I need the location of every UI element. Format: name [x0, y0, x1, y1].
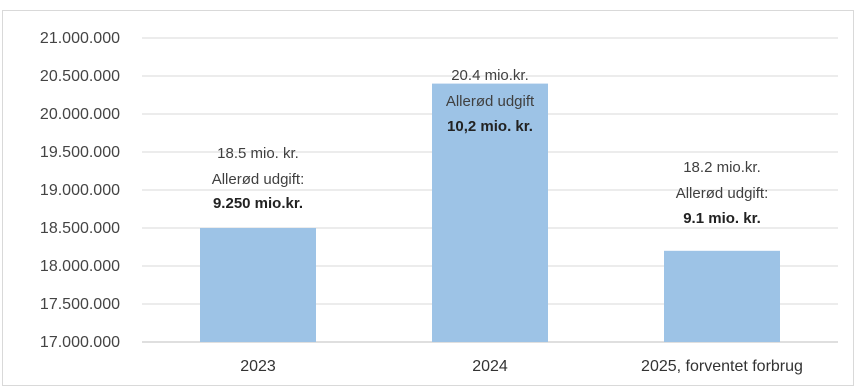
- x-category-label: 2023: [240, 358, 276, 375]
- annotations: 18.5 mio. kr. Allerød udgift: 9.250 mio.kr…: [212, 67, 769, 227]
- y-tick-label: 20.500.000: [40, 68, 120, 85]
- annotation-caption: Allerød udgift: [446, 93, 535, 110]
- annotation-total: 20.4 mio.kr.: [451, 67, 529, 84]
- annotation-caption: Allerød udgift:: [212, 171, 305, 188]
- annotation-caption: Allerød udgift:: [676, 185, 769, 202]
- annotation-amount: 9.250 mio.kr.: [213, 195, 303, 212]
- bar-annotation: 18.2 mio.kr. Allerød udgift: 9.1 mio. kr.: [676, 159, 769, 227]
- y-tick-label: 17.000.000: [40, 334, 120, 351]
- y-tick-label: 17.500.000: [40, 296, 120, 313]
- y-tick-label: 19.500.000: [40, 144, 120, 161]
- y-axis: 17.000.000 17.500.000 18.000.000 18.500.000…: [40, 30, 120, 351]
- y-tick-label: 21.000.000: [40, 30, 120, 47]
- bar-2023: [200, 228, 316, 342]
- y-tick-label: 20.000.000: [40, 106, 120, 123]
- x-category-label: 2024: [472, 358, 508, 375]
- x-axis: 2023 2024 2025, forventet forbrug: [240, 358, 803, 375]
- annotation-amount: 10,2 mio. kr.: [447, 118, 533, 135]
- annotation-total: 18.2 mio.kr.: [683, 159, 761, 176]
- y-tick-label: 19.000.000: [40, 182, 120, 199]
- bars: [200, 83, 780, 342]
- y-tick-label: 18.000.000: [40, 258, 120, 275]
- bar-2024: [432, 83, 548, 342]
- chart-frame: [2, 10, 854, 386]
- y-tick-label: 18.500.000: [40, 220, 120, 237]
- bar-annotation: 20.4 mio.kr. Allerød udgift 10,2 mio. kr.: [446, 67, 535, 135]
- bar-2025: [664, 250, 780, 342]
- bar-annotation: 18.5 mio. kr. Allerød udgift: 9.250 mio.kr…: [212, 145, 305, 212]
- annotation-total: 18.5 mio. kr.: [217, 145, 299, 162]
- annotation-amount: 9.1 mio. kr.: [683, 210, 761, 227]
- x-category-label: 2025, forventet forbrug: [641, 358, 803, 375]
